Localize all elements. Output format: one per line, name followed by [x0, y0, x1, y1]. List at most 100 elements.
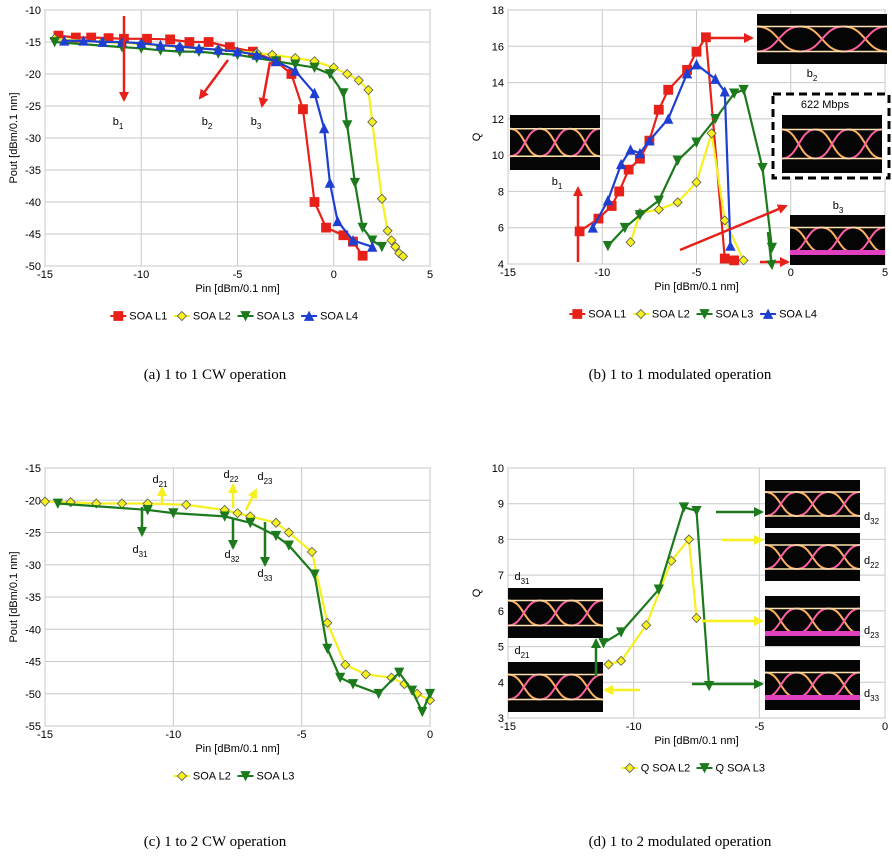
annotation-subscript: 32 [231, 555, 240, 564]
caption: (c) 1 to 2 CW operation [144, 834, 287, 850]
annotation-subscript: 23 [870, 631, 879, 640]
y-tick-label: -30 [25, 133, 41, 145]
figure: -15-10-505-10-15-20-25-30-35-40-45-50Pin… [0, 0, 892, 861]
data-point [358, 251, 367, 260]
eye-diagram [510, 115, 600, 170]
data-point [298, 105, 307, 114]
y-tick-label: -45 [25, 657, 41, 669]
y-tick-label: 3 [498, 713, 504, 725]
legend-label: SOA L2 [652, 309, 690, 321]
y-tick-label: -55 [25, 721, 41, 733]
data-point [310, 198, 319, 207]
y-tick-label: -45 [25, 229, 41, 241]
legend-label: SOA L1 [588, 309, 626, 321]
data-point [624, 165, 633, 174]
y-tick-label: -35 [25, 592, 41, 604]
annotation-subscript: 21 [521, 651, 530, 660]
legend-label: SOA L3 [257, 311, 295, 323]
caption: (a) 1 to 1 CW operation [144, 367, 287, 383]
y-tick-label: 18 [492, 5, 504, 17]
data-point [322, 223, 331, 232]
y-tick-label: -20 [25, 495, 41, 507]
annotation-subscript: 2 [208, 122, 213, 131]
legend-label: SOA L3 [257, 771, 295, 783]
x-tick-label: -5 [692, 267, 702, 279]
y-axis-label: Pout [dBm/0.1 nm] [8, 92, 20, 183]
y-tick-label: 10 [492, 150, 504, 162]
annotation-subscript: 1 [558, 182, 563, 191]
annotation-subscript: 1 [119, 122, 124, 131]
data-point [166, 35, 175, 44]
y-axis-label: Q [471, 588, 483, 597]
y-tick-label: -40 [25, 197, 41, 209]
annotation-subscript: 32 [870, 517, 879, 526]
legend-marker [625, 764, 634, 773]
y-axis-label: Pout [dBm/0.1 nm] [8, 551, 20, 642]
legend-marker [177, 312, 186, 321]
x-axis-label: Pin [dBm/0.1 nm] [195, 743, 279, 755]
eye-diagram [765, 596, 860, 646]
y-axis-label: Q [471, 132, 483, 141]
annotation-subscript: 22 [870, 561, 879, 570]
legend-label: SOA L1 [129, 311, 167, 323]
y-tick-label: -15 [25, 37, 41, 49]
x-tick-label: 0 [331, 269, 337, 281]
y-tick-label: -10 [25, 5, 41, 17]
y-tick-label: 8 [498, 534, 504, 546]
x-tick-label: 0 [427, 729, 433, 741]
legend-label: Q SOA L2 [641, 763, 691, 775]
x-tick-label: 0 [788, 267, 794, 279]
y-tick-label: -35 [25, 165, 41, 177]
annotation-subscript: 22 [230, 475, 239, 484]
y-tick-label: -50 [25, 689, 41, 701]
annotation-subscript: 31 [521, 577, 530, 586]
eye-diagram [790, 215, 885, 265]
y-tick-label: 16 [492, 41, 504, 53]
legend-label: SOA L4 [320, 311, 358, 323]
legend-marker [636, 310, 645, 319]
y-tick-label: -50 [25, 261, 41, 273]
legend-marker [114, 312, 123, 321]
y-tick-label: 7 [498, 570, 504, 582]
annotation-subscript: 23 [264, 477, 273, 486]
x-tick-label: -10 [165, 729, 181, 741]
eye-diagram [782, 115, 882, 173]
y-tick-label: 10 [492, 463, 504, 475]
x-tick-label: 5 [882, 267, 888, 279]
legend-marker [573, 310, 582, 319]
annotation-subscript: 31 [139, 550, 148, 559]
annotation-subscript: 21 [159, 480, 168, 489]
legend-label: SOA L2 [193, 311, 231, 323]
legend-label: SOA L3 [716, 309, 754, 321]
y-tick-label: -40 [25, 624, 41, 636]
x-tick-label: 5 [427, 269, 433, 281]
x-axis-label: Pin [dBm/0.1 nm] [654, 281, 738, 293]
eye-diagram [757, 14, 887, 64]
annotation-subscript: 3 [839, 206, 844, 215]
data-point [204, 38, 213, 47]
caption: (d) 1 to 2 modulated operation [589, 834, 772, 850]
data-point [720, 254, 729, 263]
annotation-subscript: 33 [264, 574, 273, 583]
y-tick-label: 6 [498, 223, 504, 235]
y-tick-label: 4 [498, 259, 504, 271]
eye-diagram [508, 662, 603, 712]
data-point [615, 187, 624, 196]
y-tick-label: 9 [498, 499, 504, 511]
x-tick-label: -10 [133, 269, 149, 281]
eye-diagram [765, 660, 860, 710]
data-point [692, 47, 701, 56]
annotation-subscript: 2 [813, 74, 818, 83]
annotation-subscript: 3 [257, 122, 262, 131]
annotation: 622 Mbps [801, 99, 850, 111]
y-tick-label: -25 [25, 101, 41, 113]
y-tick-label: -15 [25, 463, 41, 475]
x-axis-label: Pin [dBm/0.1 nm] [195, 283, 279, 295]
legend-label: SOA L4 [779, 309, 817, 321]
x-tick-label: -5 [754, 721, 764, 733]
x-tick-label: -10 [626, 721, 642, 733]
data-point [575, 227, 584, 236]
x-tick-label: -5 [297, 729, 307, 741]
y-tick-label: 5 [498, 642, 504, 654]
y-tick-label: -30 [25, 560, 41, 572]
